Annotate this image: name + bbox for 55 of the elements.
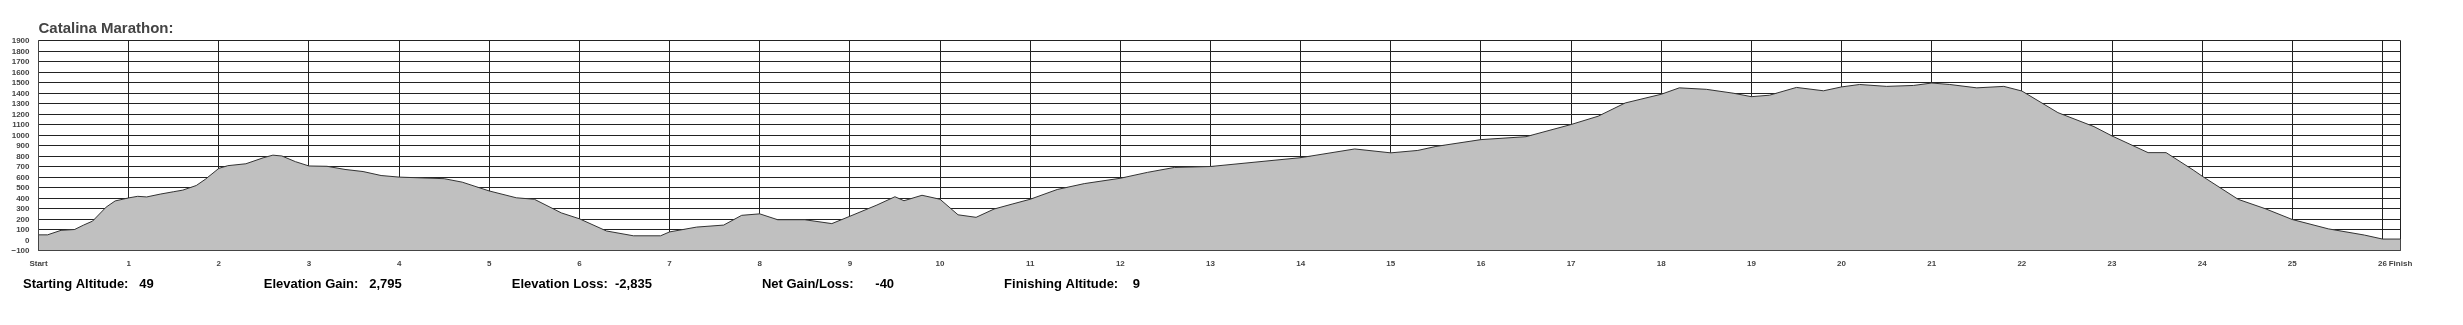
x-tick-label: 1 <box>126 258 132 268</box>
y-tick-label: 1900 <box>11 36 31 45</box>
text: Finishing Altitude: 9 <box>1004 276 1140 291</box>
y-tick-label: 1200 <box>11 109 31 119</box>
y-tick-label: −100 <box>11 246 31 255</box>
y-tick-label: 200 <box>16 214 31 224</box>
y-tick-label: 500 <box>16 183 31 192</box>
x-tick-label: 22 <box>2017 258 2027 268</box>
y-tick-label: 100 <box>16 225 31 234</box>
y-tick-label: 0 <box>25 235 31 245</box>
y-tick-label: 300 <box>16 204 31 213</box>
x-tick-label: 3 <box>306 258 312 268</box>
y-tick-label: 1700 <box>11 57 31 66</box>
x-tick-label: Start <box>29 258 48 268</box>
x-tick-label: 5 <box>487 258 493 268</box>
y-tick-label: 900 <box>16 141 31 150</box>
x-tick-label: 4 <box>396 258 402 268</box>
x-tick-label: 18 <box>1656 258 1667 268</box>
x-tick-label: 9 <box>847 258 853 268</box>
x-tick-label: 15 <box>1386 258 1396 268</box>
x-tick-label: 24 <box>2197 258 2208 268</box>
x-tick-label: 17 <box>1566 258 1577 268</box>
y-tick-label: 1400 <box>11 88 31 98</box>
x-tick-label: 11 <box>1025 258 1035 268</box>
x-tick-label: 23 <box>2107 258 2118 268</box>
x-tick-label: 10 <box>935 258 946 268</box>
y-tick-label: 1100 <box>12 120 31 129</box>
x-tick-label: 25 <box>2287 258 2298 268</box>
text: Elevation Gain: 2,795 <box>263 276 402 291</box>
x-tick-label: 16 <box>1476 258 1486 268</box>
x-tick-label: 12 <box>1115 258 1126 268</box>
x-tick-label: 7 <box>667 258 673 268</box>
text: Net Gain/Loss: -40 <box>761 276 895 291</box>
x-tick-label: 8 <box>757 258 763 268</box>
chart-title: Catalina Marathon: <box>38 18 174 36</box>
text: Elevation Loss: -2,835 <box>511 276 652 291</box>
x-tick-label: 2 <box>216 258 222 268</box>
y-tick-label: 1000 <box>11 130 31 140</box>
y-tick-label: 1300 <box>11 99 31 108</box>
y-tick-label: 700 <box>16 162 31 171</box>
y-tick-label: 1500 <box>11 78 31 87</box>
x-tick-label: 20 <box>1837 258 1847 268</box>
y-tick-label: 800 <box>16 151 31 161</box>
x-tick-label: 14 <box>1296 258 1306 268</box>
x-tick-label: 13 <box>1206 258 1216 268</box>
y-tick-label: 1600 <box>11 67 31 77</box>
x-tick-label: 21 <box>1927 258 1937 268</box>
text: Starting Altitude: 49 <box>23 276 154 291</box>
x-tick-label: 26 <box>2378 258 2388 268</box>
y-tick-label: 1800 <box>11 46 31 56</box>
y-tick-label: 400 <box>16 193 31 203</box>
x-tick-label: 6 <box>577 258 583 268</box>
x-tick-label: Finish <box>2388 258 2413 268</box>
y-tick-label: 600 <box>16 172 31 182</box>
x-tick-label: 19 <box>1746 258 1757 268</box>
